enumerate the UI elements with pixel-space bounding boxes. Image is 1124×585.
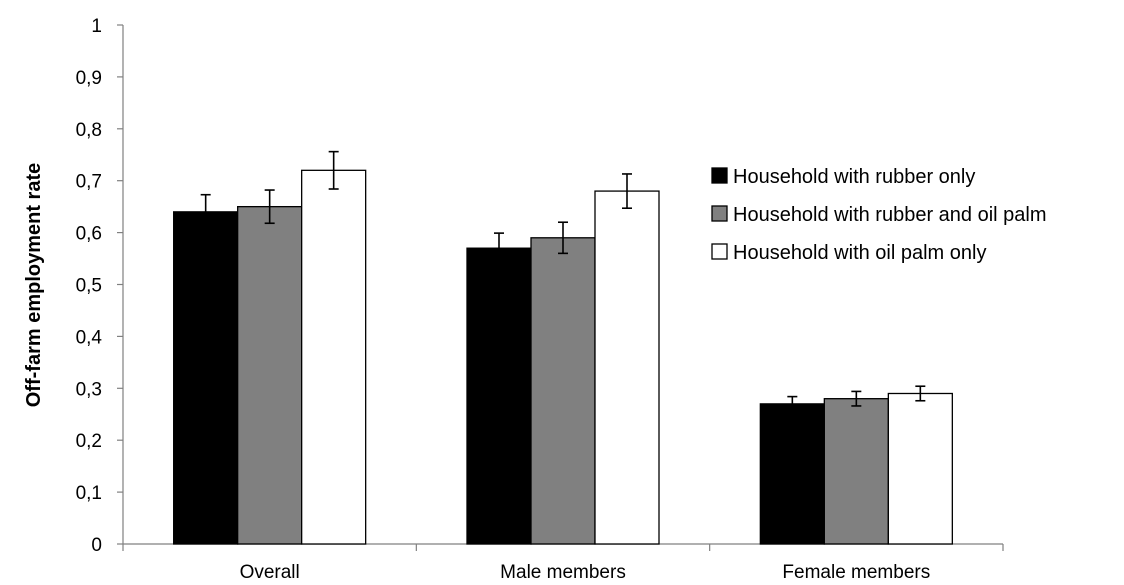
legend-swatch [711,205,728,222]
y-tick-label: 0,4 [76,327,103,348]
error-bars [200,150,926,412]
y-tick-label: 0,3 [76,379,102,400]
y-tick-label: 1 [91,16,102,37]
y-tick-label: 0,1 [76,483,102,504]
legend: Household with rubber only Household with… [711,166,1047,264]
bar [887,392,953,545]
bar [466,247,532,545]
y-tick-label: 0,7 [76,172,102,193]
x-tick-label: Male members [500,562,626,583]
x-tick-label: Female members [782,562,930,583]
legend-label: Household with oil palm only [733,242,986,264]
bar [594,190,660,545]
bar [237,205,303,545]
bar [823,398,889,545]
y-tick-label: 0,5 [76,276,102,297]
legend-swatch [711,167,728,184]
y-axis-label: Off-farm employment rate [23,163,45,408]
legend-swatch [711,243,728,260]
y-tick-label: 0,6 [76,224,102,245]
bar [173,211,239,545]
bar [301,169,367,545]
bar [530,237,596,545]
bars [173,169,953,545]
y-axis: 0 0,1 0,2 0,3 0,4 0,5 0,6 0,7 0,8 0,9 1 [76,16,124,556]
legend-label: Household with rubber only [733,166,975,188]
x-tick-label: Overall [240,562,300,583]
y-tick-label: 0 [91,535,102,556]
y-tick-label: 0,8 [76,120,102,141]
x-axis: Overall Male members Female members [122,543,1004,583]
y-tick-label: 0,2 [76,431,102,452]
bar [759,403,825,545]
legend-label: Household with rubber and oil palm [733,204,1047,226]
y-tick-label: 0,9 [76,68,102,89]
